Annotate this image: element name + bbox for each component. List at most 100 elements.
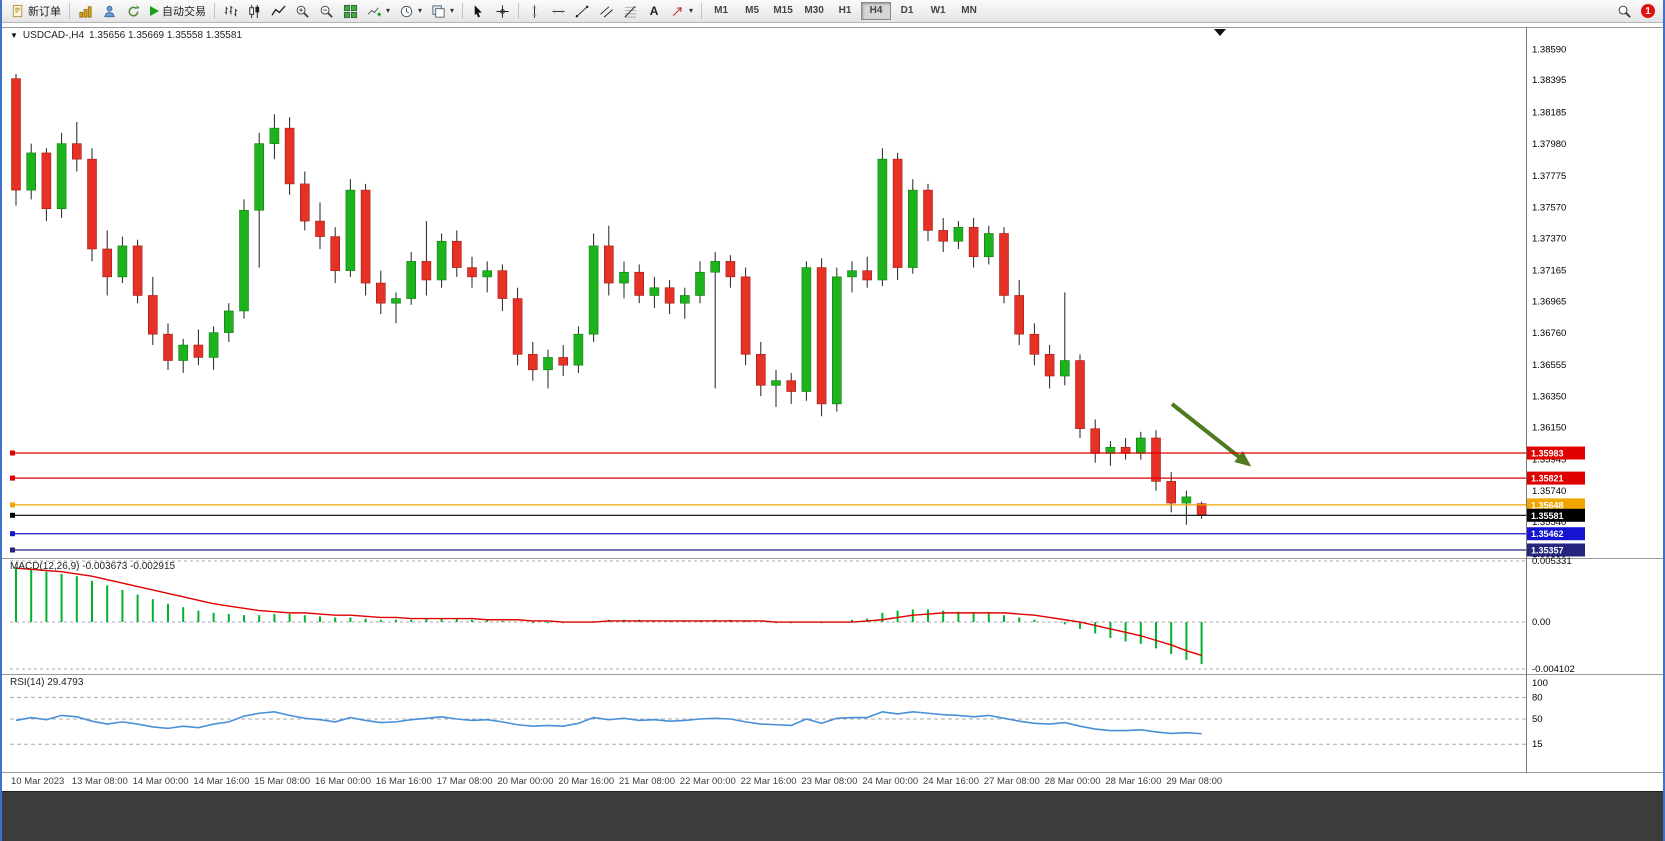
svg-text:10 Mar 2023: 10 Mar 2023 [11,776,64,787]
svg-text:1.38590: 1.38590 [1532,45,1566,56]
timeframe-m1[interactable]: M1 [714,5,729,16]
templates-icon [432,4,445,18]
vertical-line-tool-button[interactable] [523,0,546,22]
line-chart-icon [271,4,286,16]
macd-indicator-label: MACD(12,26,9) -0.003673 -0.002915 [10,561,176,572]
chevron-down-icon: ▾ [386,6,391,15]
cursor-tool-button[interactable] [467,0,490,22]
line-chart-button[interactable] [267,0,290,22]
text-tool-button[interactable]: A [643,0,665,22]
timeframe-w1[interactable]: W1 [930,5,946,16]
periods-button[interactable]: ▾ [395,0,426,22]
toolbar-separator [518,3,520,19]
zoom-in-button[interactable] [291,0,314,22]
svg-text:1.36350: 1.36350 [1532,392,1566,403]
svg-text:27 Mar 08:00: 27 Mar 08:00 [984,776,1040,787]
svg-text:-0.004102: -0.004102 [1532,664,1575,675]
svg-text:50: 50 [1532,714,1543,725]
arrows-icon [672,6,682,16]
svg-text:1.36150: 1.36150 [1532,423,1566,434]
zoom-out-button[interactable] [315,0,338,22]
svg-text:15: 15 [1532,739,1543,750]
toolbar-separator [214,3,215,19]
chart-canvas[interactable]: 1.38590 1.38395 1.38185 1.37980 1.37775 1.375… [2,23,1663,791]
svg-text:1.37165: 1.37165 [1532,265,1566,276]
toolbar-separator [69,3,70,19]
svg-text:1.38185: 1.38185 [1532,107,1566,118]
notification-badge[interactable]: 1 [1641,4,1655,18]
bar-chart-button[interactable] [219,0,242,22]
refresh-button[interactable] [122,0,145,22]
new-order-label: 新订单 [28,6,61,18]
timeframe-m15[interactable]: M15 [773,5,793,16]
play-icon [150,6,159,16]
auto-trading-button[interactable]: 自动交易 [146,0,210,22]
tile-windows-button[interactable] [339,0,362,22]
trendline-tool-button[interactable] [571,0,594,22]
search-button[interactable] [1613,0,1636,22]
chart-window-button[interactable] [74,0,97,22]
indicators-icon [367,6,382,16]
zoom-in-icon [296,5,309,18]
svg-text:13 Mar 08:00: 13 Mar 08:00 [72,776,128,787]
timeframe-h4[interactable]: H4 [861,2,892,20]
svg-text:24 Mar 00:00: 24 Mar 00:00 [862,776,918,787]
svg-text:0.005331: 0.005331 [1532,556,1572,567]
timeframe-d1[interactable]: D1 [900,5,914,16]
new-order-button[interactable]: 新订单 [6,0,65,22]
svg-text:24 Mar 16:00: 24 Mar 16:00 [923,776,979,787]
svg-text:80: 80 [1532,692,1543,703]
chevron-down-icon: ▾ [450,6,455,15]
timeframe-h1[interactable]: H1 [838,5,852,16]
fibonacci-icon [624,5,637,18]
timeframe-mn[interactable]: MN [961,5,977,16]
svg-text:20 Mar 00:00: 20 Mar 00:00 [497,776,553,787]
svg-text:1.35648: 1.35648 [1531,500,1564,510]
chart-symbol: USDCAD-,H4 [22,30,85,41]
chart-ohlc-values: 1.35656 1.35669 1.35558 1.35581 [89,30,242,41]
chevron-down-icon: ▾ [689,6,694,15]
horizontal-line-tool-button[interactable] [547,0,570,22]
timeframe-m30[interactable]: M30 [804,5,824,16]
svg-text:14 Mar 00:00: 14 Mar 00:00 [133,776,189,787]
rsi-pane [10,696,1526,745]
svg-text:1.35581: 1.35581 [1531,511,1564,521]
svg-text:16 Mar 00:00: 16 Mar 00:00 [315,776,371,787]
search-icon [1618,5,1631,18]
profile-button[interactable] [98,0,121,22]
toolbar: 新订单 自动交易 [2,0,1663,23]
indicators-button[interactable]: ▾ [363,0,394,22]
toolbar-separator [701,3,703,19]
svg-text:1.35821: 1.35821 [1531,474,1564,484]
fibonacci-tool-button[interactable] [619,0,642,22]
svg-text:1.36555: 1.36555 [1532,360,1566,371]
ohlc-bars-icon [224,5,238,16]
channel-icon [600,5,613,17]
candlestick-chart-button[interactable] [243,0,266,22]
symbol-dropdown-icon[interactable]: ▼ [10,31,18,40]
svg-text:29 Mar 08:00: 29 Mar 08:00 [1166,776,1222,787]
toolbar-separator [462,3,464,19]
arrows-tool-button[interactable]: ▾ [666,0,697,22]
tile-windows-icon [343,4,358,18]
svg-text:1.37980: 1.37980 [1532,139,1566,150]
timeframe-m5[interactable]: M5 [745,5,760,16]
svg-text:1.35462: 1.35462 [1531,529,1564,539]
cursor-icon [474,4,482,17]
candles [11,73,1207,525]
svg-text:22 Mar 00:00: 22 Mar 00:00 [680,776,736,787]
templates-button[interactable]: ▾ [427,0,458,22]
channel-tool-button[interactable] [595,0,618,22]
svg-text:20 Mar 16:00: 20 Mar 16:00 [558,776,614,787]
svg-text:1.37370: 1.37370 [1532,234,1566,245]
svg-text:1.37570: 1.37570 [1532,203,1566,214]
svg-text:28 Mar 00:00: 28 Mar 00:00 [1045,776,1101,787]
chart-title: ▼ USDCAD-,H4 1.35656 1.35669 1.35558 1.3… [10,30,242,41]
crosshair-tool-button[interactable] [491,0,514,22]
svg-text:21 Mar 08:00: 21 Mar 08:00 [619,776,675,787]
svg-text:14 Mar 16:00: 14 Mar 16:00 [193,776,249,787]
auto-trading-label: 自动交易 [162,6,206,18]
svg-text:16 Mar 16:00: 16 Mar 16:00 [376,776,432,787]
annotation-arrow [1170,402,1250,466]
